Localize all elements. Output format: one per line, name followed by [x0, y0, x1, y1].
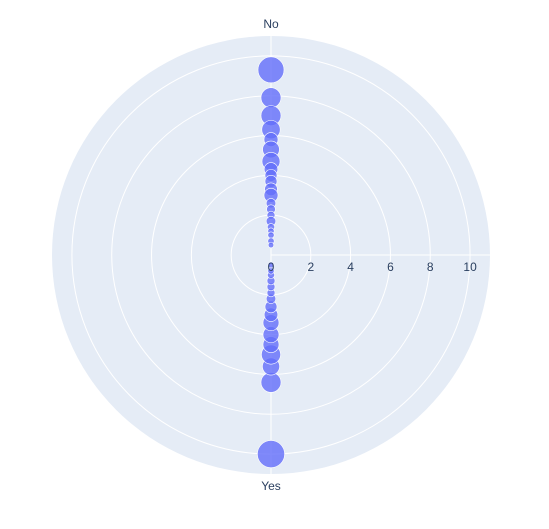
- bubble-point[interactable]: [267, 231, 275, 239]
- angular-label-no: No: [263, 17, 279, 31]
- bubble-point[interactable]: [257, 440, 285, 468]
- radial-tick-labels: 0 2 4 6 8 10: [268, 260, 477, 274]
- radial-tick-label: 10: [463, 260, 477, 274]
- radial-tick-label: 8: [427, 260, 434, 274]
- bubble-point[interactable]: [267, 261, 275, 269]
- radial-tick-label: 2: [307, 260, 314, 274]
- bubble-point[interactable]: [260, 87, 282, 109]
- bubble-point[interactable]: [257, 56, 285, 84]
- angular-tick-labels: No Yes: [261, 17, 281, 493]
- radial-tick-label: 0: [268, 260, 275, 274]
- bubble-markers: [257, 56, 285, 468]
- radial-tick-label: 4: [347, 260, 354, 274]
- angular-label-yes: Yes: [261, 479, 281, 493]
- radial-tick-label: 6: [387, 260, 394, 274]
- bubble-point[interactable]: [260, 372, 282, 393]
- bubble-point[interactable]: [267, 241, 275, 249]
